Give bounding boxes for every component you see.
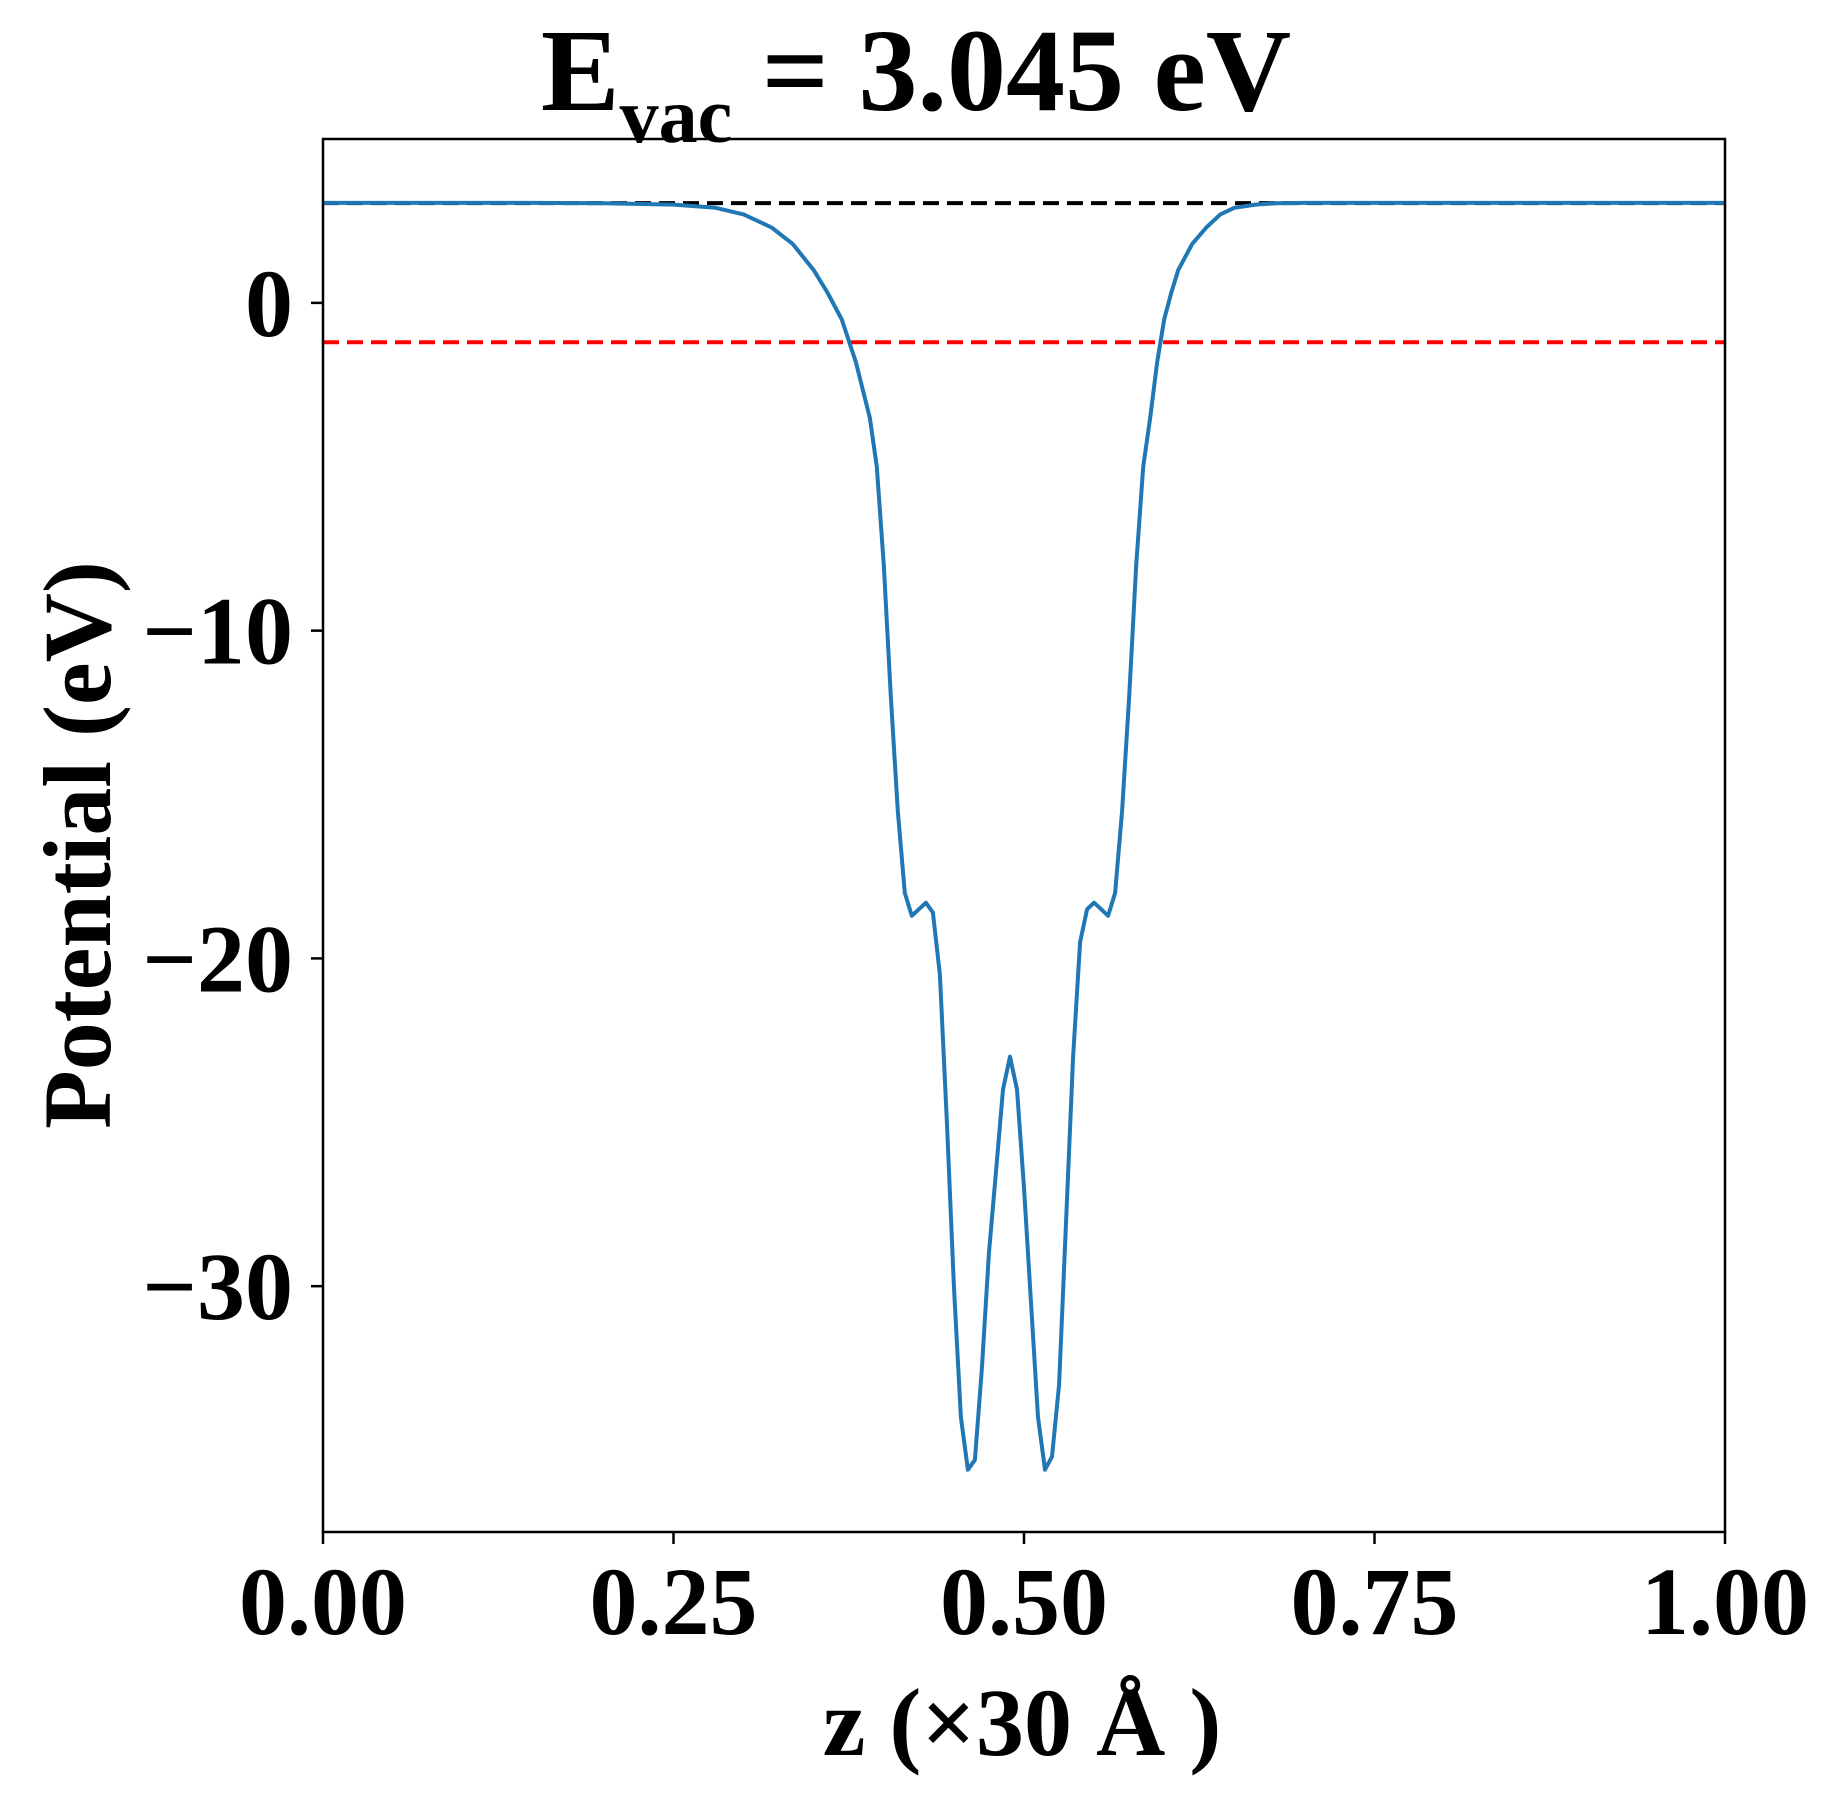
plot-area: 0.00 0.25 0.50 0.75 1.00 0 −10 −20 −30 — [142, 137, 1809, 1655]
x-tick-label: 0.50 — [940, 1548, 1108, 1655]
chart-title-main: E — [541, 5, 620, 136]
y-tick-label: −30 — [142, 1233, 293, 1340]
y-tick-label: −10 — [142, 578, 293, 685]
x-tick-label: 0.25 — [590, 1548, 758, 1655]
y-axis-title: Potential (eV) — [24, 561, 131, 1129]
x-axis-title: z (×30 Å ) — [823, 1669, 1222, 1776]
chart-title: Evac = 3.045 eV — [541, 5, 1291, 159]
y-tick-label: −20 — [142, 905, 293, 1012]
chart-title-subscript: vac — [620, 72, 733, 159]
x-tick-label: 1.00 — [1641, 1548, 1809, 1655]
series-line-0 — [323, 200, 1725, 1472]
x-tick-label: 0.75 — [1291, 1548, 1459, 1655]
x-tick-label: 0.00 — [239, 1548, 407, 1655]
chart-title-rest: = 3.045 eV — [732, 5, 1291, 136]
y-tick-label: 0 — [245, 250, 293, 357]
